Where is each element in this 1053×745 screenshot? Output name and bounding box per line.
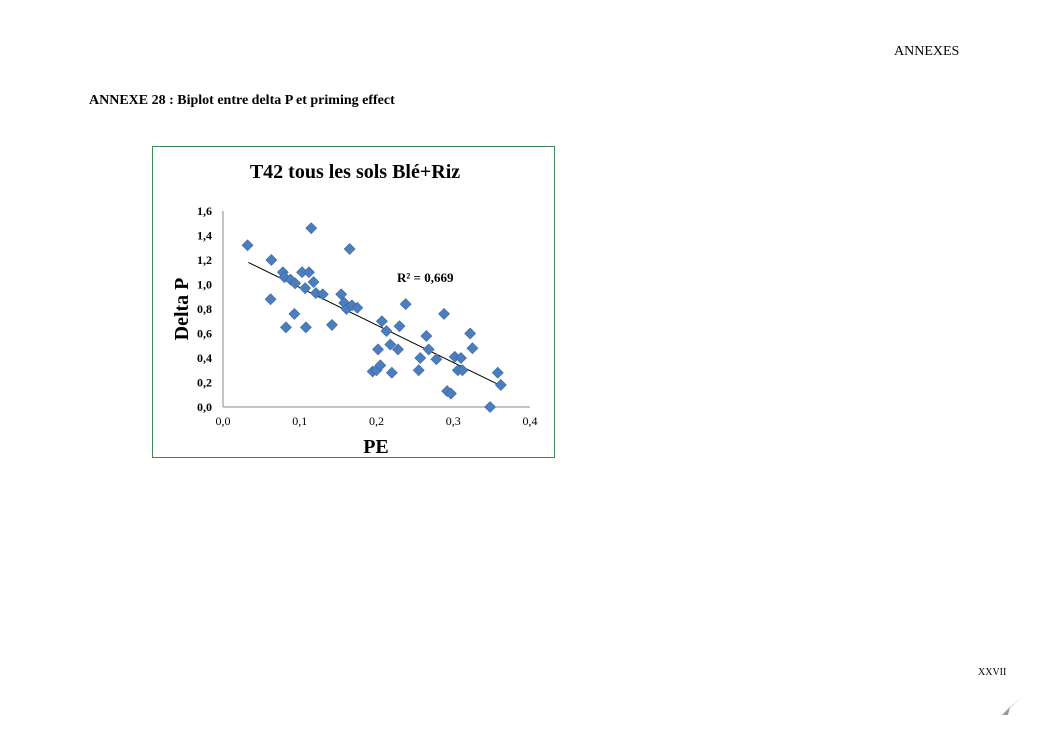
data-point [399, 298, 412, 311]
data-point [241, 239, 254, 252]
data-point [466, 342, 479, 355]
data-point [455, 352, 467, 364]
data-point [299, 282, 312, 295]
data-point [375, 315, 388, 328]
data-point [307, 276, 320, 288]
data-point [392, 343, 404, 356]
y-tick-label: 0,4 [197, 351, 212, 365]
r-squared-annotation: R² = 0,669 [397, 270, 454, 285]
data-point [316, 288, 329, 301]
x-tick-label: 0,2 [369, 414, 384, 428]
data-point [289, 277, 302, 290]
data-point [445, 387, 457, 400]
data-point [494, 379, 507, 391]
x-axis-label: PE [363, 436, 389, 458]
data-point [343, 243, 356, 255]
data-point [384, 338, 397, 351]
y-tick-label: 1,4 [197, 229, 212, 243]
x-tick-label: 0,0 [216, 414, 231, 428]
chart-frame: T42 tous les sols Blé+Riz PE Delta P R² … [152, 146, 555, 458]
data-point [303, 266, 315, 279]
data-point [299, 321, 312, 334]
data-point [385, 366, 398, 379]
scatter-chart: T42 tous les sols Blé+Riz PE Delta P R² … [171, 161, 538, 458]
data-point [372, 343, 384, 356]
chart-title: T42 tous les sols Blé+Riz [250, 161, 460, 183]
y-tick-label: 1,0 [197, 278, 212, 292]
data-point [305, 222, 318, 235]
data-point [464, 327, 477, 340]
y-tick-label: 0,2 [197, 376, 212, 390]
data-points [241, 222, 507, 413]
data-point [265, 254, 278, 266]
data-point [393, 320, 406, 333]
data-point [288, 307, 301, 320]
page-number: XXVII [978, 667, 1007, 678]
axes: 0,0 0,1 0,2 0,3 0,4 0,0 0,2 0,4 0,6 0,8 1,0 1,2 1,4 1… [197, 204, 538, 428]
data-point [280, 321, 292, 334]
y-tick-label: 0,6 [197, 327, 212, 341]
x-tick-label: 0,3 [446, 414, 461, 428]
data-point [422, 343, 435, 356]
x-tick-label: 0,1 [292, 414, 307, 428]
data-point [414, 352, 427, 364]
data-point [438, 307, 450, 320]
annex-title: ANNEXE 28 : Biplot entre delta P et prim… [89, 93, 395, 108]
data-point [430, 353, 443, 366]
data-point [484, 401, 497, 413]
data-point [380, 325, 393, 337]
data-point [412, 364, 425, 377]
y-tick-label: 0,0 [197, 400, 212, 414]
data-point [456, 364, 469, 377]
data-point [351, 301, 364, 314]
data-point [326, 319, 338, 331]
data-point [335, 288, 348, 301]
data-point [491, 366, 504, 379]
y-axis-label: Delta P [171, 278, 193, 341]
data-point [374, 359, 387, 372]
corner-fold-icon [1002, 697, 1022, 720]
y-tick-label: 1,2 [197, 253, 212, 267]
data-point [264, 293, 277, 306]
y-tick-label: 0,8 [197, 302, 212, 316]
page-header: ANNEXES [894, 44, 960, 59]
x-tick-label: 0,4 [523, 414, 538, 428]
data-point [420, 330, 433, 342]
y-tick-label: 1,6 [197, 204, 212, 218]
